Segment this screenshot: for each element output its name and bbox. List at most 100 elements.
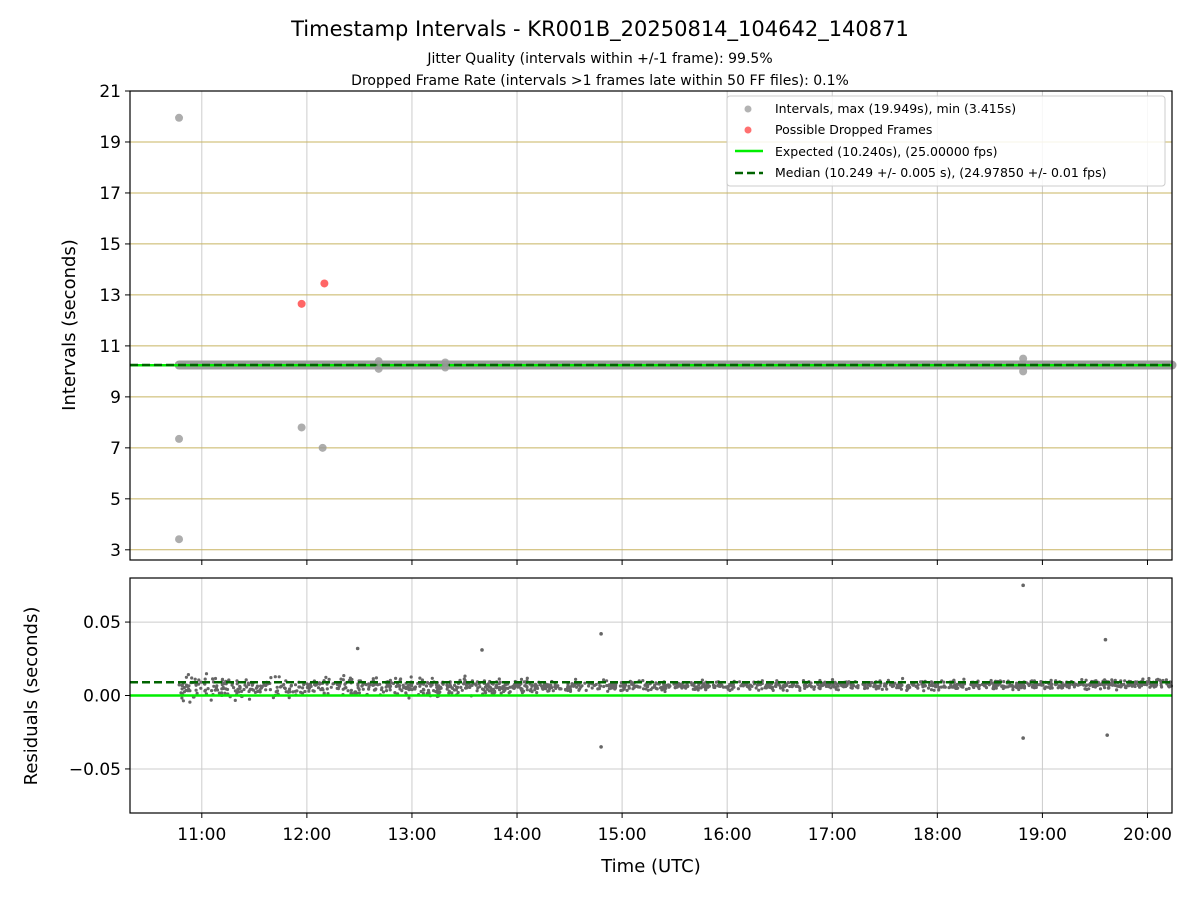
residual-point xyxy=(419,689,423,694)
residual-point xyxy=(273,675,277,679)
residual-point xyxy=(450,686,454,690)
residual-point xyxy=(566,684,570,689)
residual-point xyxy=(388,688,392,692)
residuals-panel: 0.050.00−0.05 11:00 12:00 13:00 14:00 15:00 1… xyxy=(21,560,1173,877)
residual-point xyxy=(371,677,375,681)
residual-point xyxy=(212,684,216,688)
residual-point xyxy=(1076,683,1081,687)
residual-point xyxy=(289,683,293,687)
residual-point xyxy=(418,676,422,680)
residual-point xyxy=(714,680,719,684)
residual-point xyxy=(464,686,468,690)
residual-point xyxy=(874,684,879,688)
residual-point xyxy=(525,688,529,692)
residual-point xyxy=(1098,687,1103,691)
x-tick-label: 19:00 xyxy=(1018,825,1067,845)
residual-point xyxy=(996,683,1000,687)
residual-point xyxy=(654,681,658,685)
residual-point xyxy=(430,683,434,687)
residual-point xyxy=(701,685,705,689)
residual-outlier-point xyxy=(1103,637,1108,642)
residual-point xyxy=(786,680,790,685)
residual-point xyxy=(1074,682,1078,686)
residual-point xyxy=(895,686,899,690)
residual-point xyxy=(587,684,591,688)
residual-point xyxy=(206,687,210,691)
residual-point xyxy=(641,687,646,691)
dropped-frame-rate-subtitle: Dropped Frame Rate (intervals >1 frames … xyxy=(351,73,849,89)
intervals-marks xyxy=(130,113,1177,544)
residual-point xyxy=(850,686,854,690)
residual-point xyxy=(830,678,835,682)
residual-point xyxy=(874,687,878,691)
residual-point xyxy=(570,682,574,686)
interval-point xyxy=(1019,354,1028,363)
residual-point xyxy=(932,688,936,692)
residual-point xyxy=(507,691,511,695)
residual-point xyxy=(337,684,341,688)
residual-point xyxy=(520,691,525,695)
intervals-axes-frame xyxy=(129,90,1173,561)
residual-point xyxy=(407,688,411,692)
residual-point xyxy=(1152,685,1156,689)
chart-title: Timestamp Intervals - KR001B_20250814_10… xyxy=(290,17,909,42)
residual-point xyxy=(798,688,802,693)
residual-point xyxy=(790,685,794,689)
residual-point xyxy=(964,687,969,692)
residual-point xyxy=(197,678,201,682)
x-tick-label: 16:00 xyxy=(703,825,752,845)
residual-point xyxy=(942,680,946,684)
residual-point xyxy=(485,687,489,691)
legend-label-expected: Expected (10.240s), (25.00000 fps) xyxy=(775,144,997,159)
residual-point xyxy=(992,687,996,691)
residual-point xyxy=(232,686,236,690)
residual-point xyxy=(425,680,430,685)
residual-point xyxy=(536,686,540,691)
residual-point xyxy=(339,677,343,681)
residual-point xyxy=(213,688,217,692)
residual-point xyxy=(947,686,951,690)
residual-point xyxy=(462,682,466,686)
residual-point xyxy=(301,686,305,690)
residual-point xyxy=(199,680,203,684)
residual-point xyxy=(445,687,449,691)
residual-point xyxy=(757,688,761,692)
residual-point xyxy=(247,683,251,687)
residual-point xyxy=(194,683,198,687)
residual-point xyxy=(629,680,633,684)
residual-point xyxy=(1014,684,1018,688)
residuals-y-tick-label: −0.05 xyxy=(69,760,121,780)
residual-point xyxy=(447,689,451,693)
legend: Intervals, max (19.949s), min (3.415s) P… xyxy=(726,95,1166,187)
residual-point xyxy=(424,684,429,688)
residual-point xyxy=(558,687,562,691)
residual-point xyxy=(255,684,259,688)
residual-point xyxy=(967,686,971,691)
residual-point xyxy=(970,683,975,687)
intervals-y-tick-label: 17 xyxy=(99,184,121,204)
residual-point xyxy=(1049,678,1053,682)
intervals-y-tick-label: 3 xyxy=(110,541,121,561)
residual-point xyxy=(728,682,732,687)
residual-point xyxy=(718,684,722,689)
residual-point xyxy=(1048,686,1052,690)
residual-outlier-point xyxy=(480,648,484,652)
residual-point xyxy=(426,688,431,692)
residual-point xyxy=(977,686,981,691)
residual-point xyxy=(763,686,767,690)
residual-point xyxy=(583,681,587,685)
intervals-y-tick-label: 9 xyxy=(110,388,121,408)
residual-point xyxy=(430,676,434,680)
residual-point xyxy=(936,683,940,687)
residual-point xyxy=(209,698,213,702)
residual-point xyxy=(785,689,789,693)
intervals-y-axis-label: Intervals (seconds) xyxy=(59,239,80,411)
residual-point xyxy=(211,677,215,681)
residual-point xyxy=(409,675,413,679)
residual-point xyxy=(463,674,467,678)
residual-point xyxy=(233,698,237,703)
residual-point xyxy=(489,689,493,693)
residual-point xyxy=(955,682,959,686)
residual-point xyxy=(271,696,275,700)
residual-point xyxy=(439,685,443,689)
